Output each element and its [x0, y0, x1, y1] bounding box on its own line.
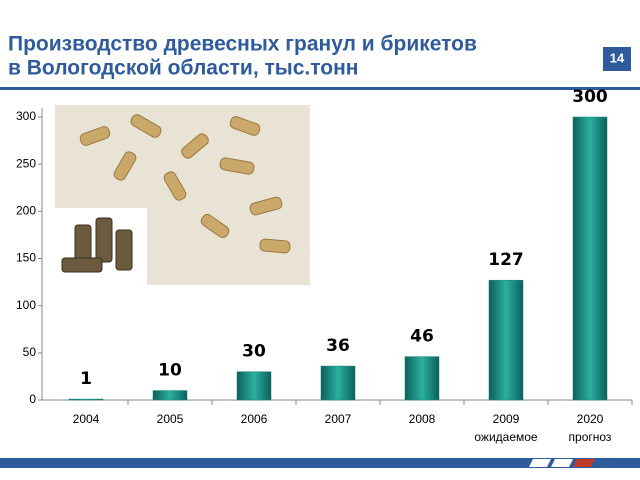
- x-tick-label: 2005: [157, 412, 184, 426]
- x-tick-label: 2008: [409, 412, 436, 426]
- value-label: 1: [80, 369, 92, 389]
- bar: [404, 356, 440, 401]
- y-tick-label: 0: [29, 392, 36, 406]
- chart-title: Производство древесных гранул и брикетов: [8, 33, 477, 56]
- y-tick-label: 50: [23, 345, 37, 359]
- x-tick-label: 2020: [577, 412, 604, 426]
- y-tick-label: 100: [16, 298, 36, 312]
- footer-decor: [529, 459, 595, 467]
- bar: [572, 116, 608, 401]
- bar: [68, 398, 104, 401]
- value-label: 36: [326, 336, 350, 356]
- page-number-box: [603, 47, 631, 71]
- y-tick-label: 300: [16, 109, 36, 123]
- pellet-photo: [55, 105, 310, 285]
- value-label: 127: [488, 250, 524, 270]
- y-tick-label: 150: [16, 251, 36, 265]
- value-label: 300: [572, 87, 608, 107]
- x-tick-label: 2004: [73, 412, 100, 426]
- bar: [236, 371, 272, 401]
- chart-subtitle: в Вологодской области, тыс.тонн: [8, 57, 358, 80]
- value-label: 30: [242, 342, 266, 362]
- x-tick-label: 2009: [493, 412, 520, 426]
- y-tick-label: 250: [16, 156, 36, 170]
- y-tick-label: 200: [16, 204, 36, 218]
- bar: [320, 365, 356, 401]
- x-tick-note: ожидаемое: [474, 430, 538, 444]
- footer-band: [0, 458, 640, 468]
- bar: [488, 279, 524, 401]
- value-label: 46: [410, 327, 434, 347]
- page-number: 14: [610, 50, 625, 65]
- x-tick-label: 2006: [241, 412, 268, 426]
- header-rule: [0, 87, 640, 90]
- x-tick-label: 2007: [325, 412, 352, 426]
- value-label: 10: [158, 361, 182, 381]
- bar: [152, 390, 188, 401]
- x-tick-note: прогноз: [569, 430, 612, 444]
